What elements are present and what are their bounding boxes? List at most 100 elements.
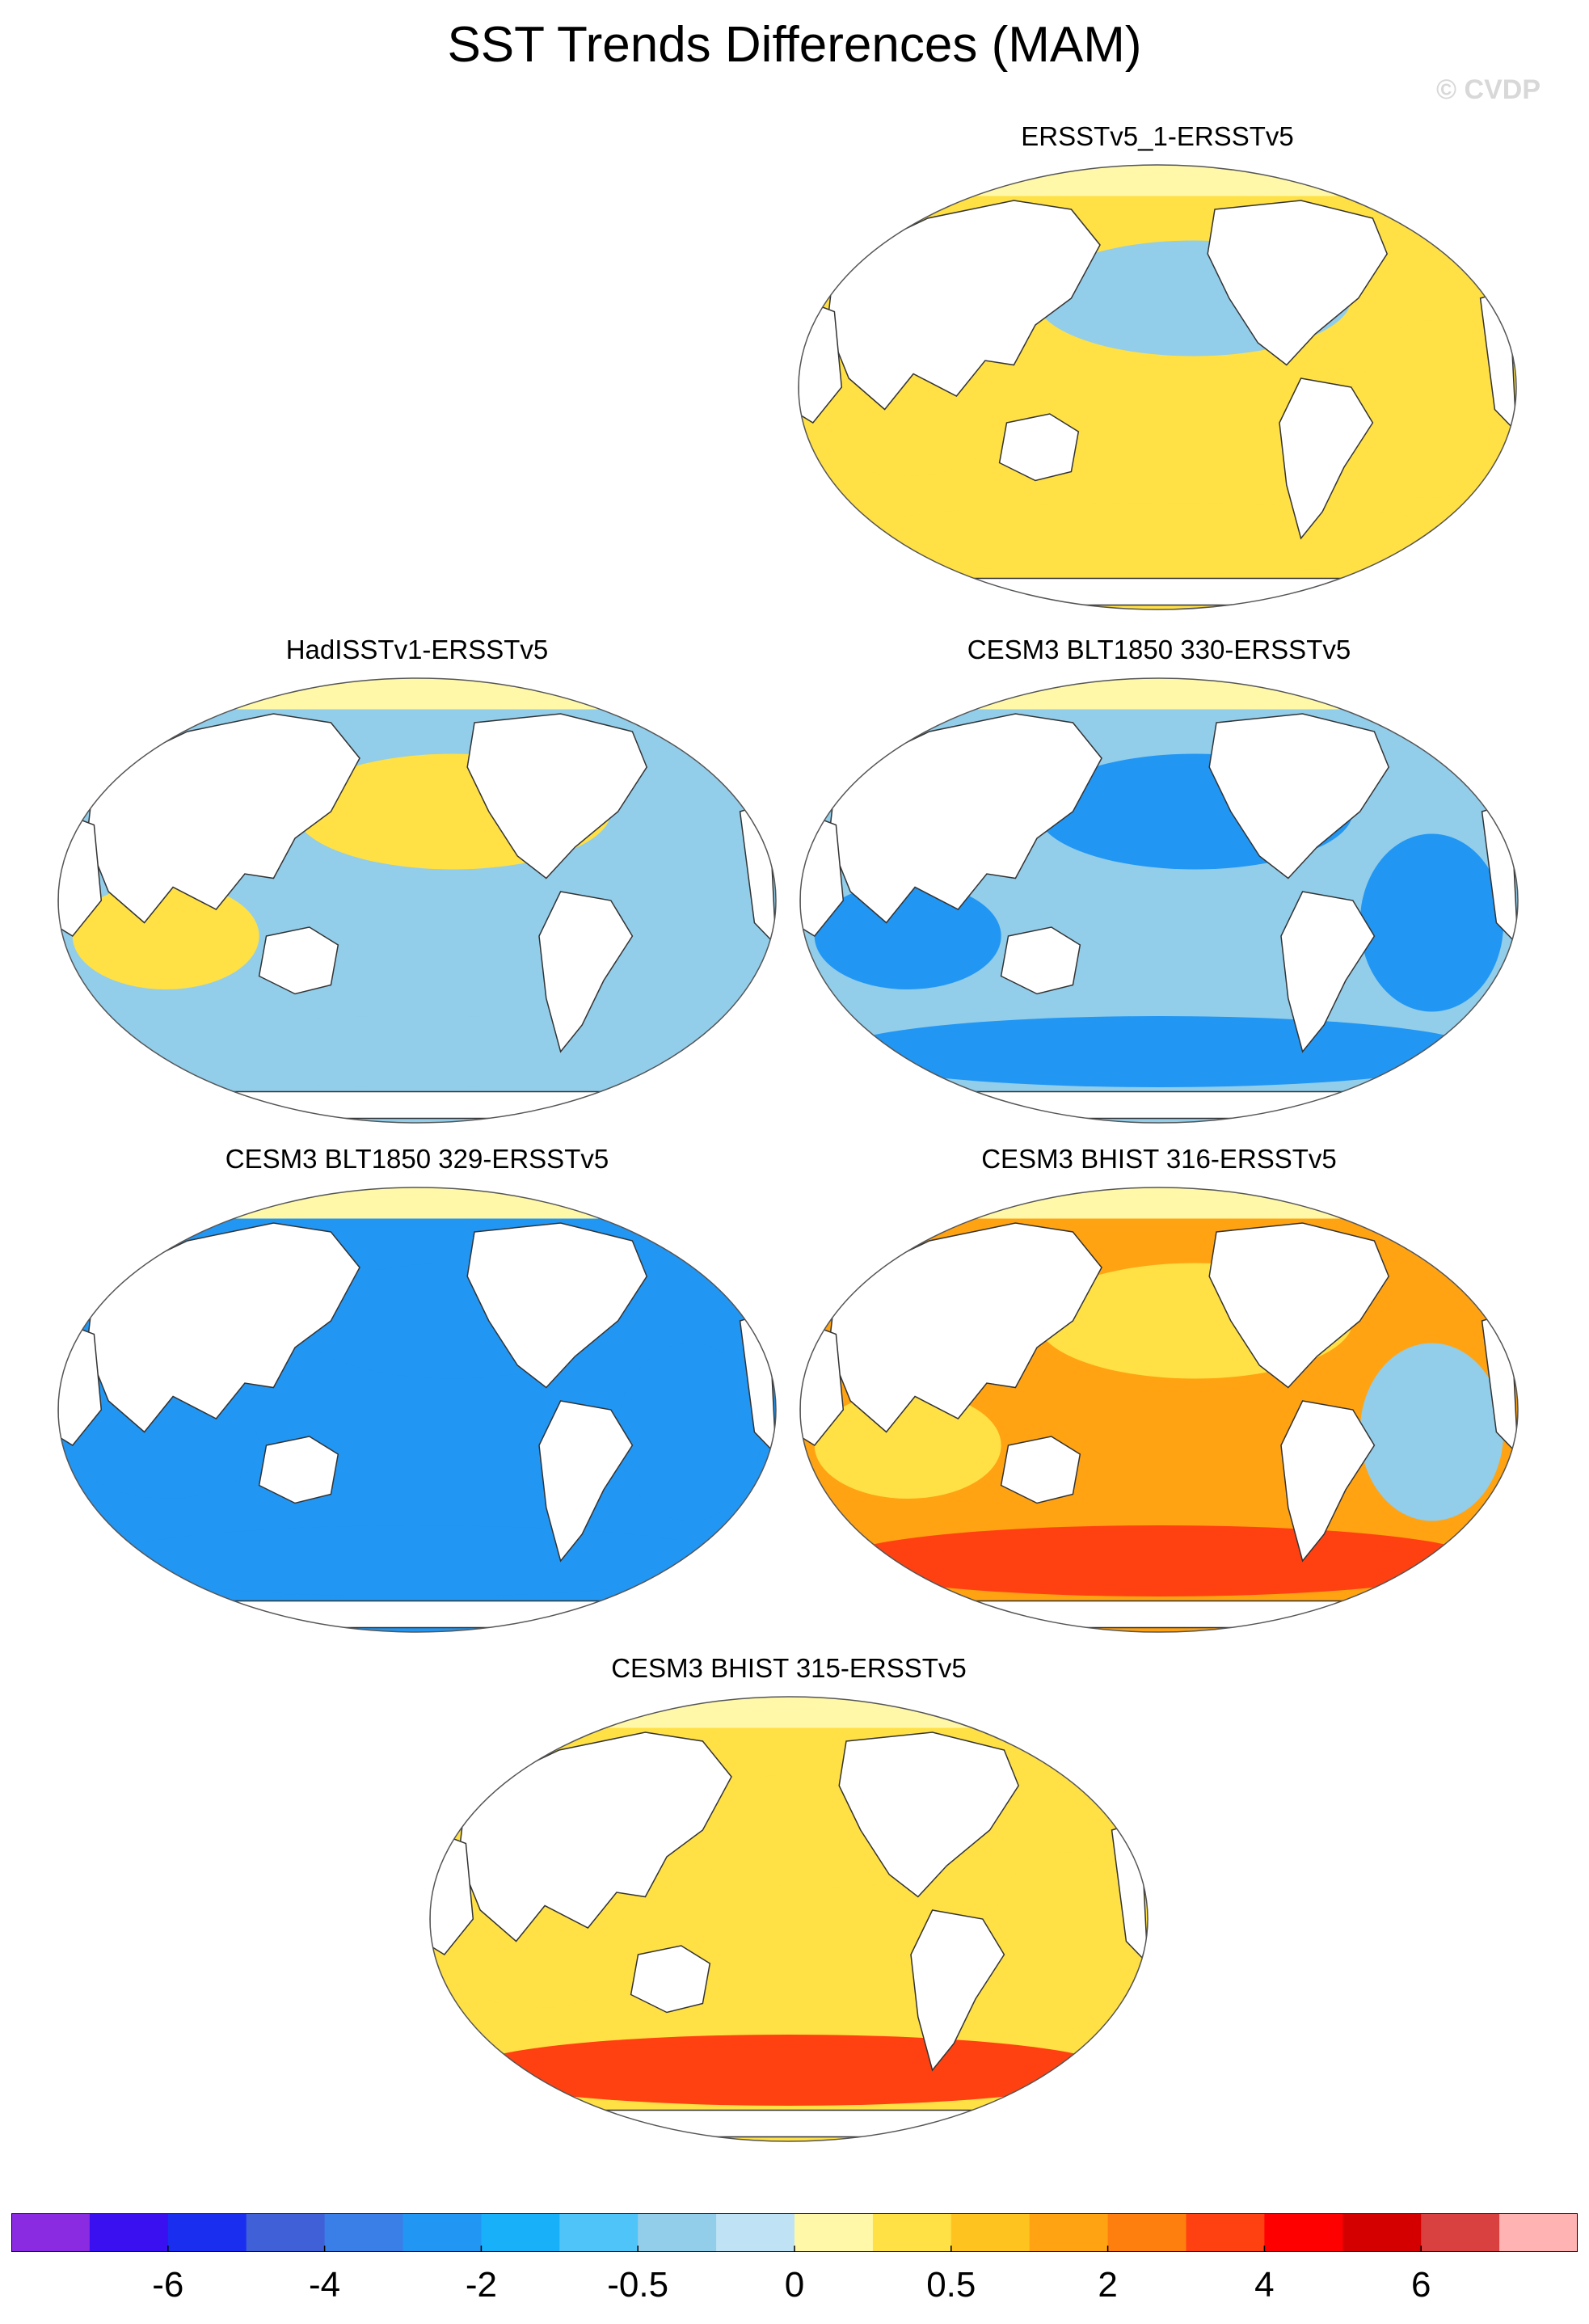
- colorbar-tick-label: 6: [1410, 2265, 1431, 2305]
- atlantic-region: [617, 833, 762, 1012]
- continent-antarctica: [942, 577, 1373, 606]
- colorbar-bin: [1107, 2213, 1186, 2252]
- panel-title: ERSSTv5_1-ERSSTv5: [1021, 121, 1294, 151]
- ocean-field: [800, 1187, 1518, 1632]
- southern-ocean-region: [836, 1525, 1482, 1596]
- continent-asia: [826, 200, 1101, 411]
- map-border: [799, 1187, 1519, 1633]
- continent-asia: [86, 713, 360, 924]
- continent-north-america: [1208, 713, 1390, 879]
- ocean-field: [58, 1187, 776, 1632]
- southern-ocean-region: [834, 503, 1481, 574]
- southern-ocean-region: [466, 2035, 1112, 2106]
- continent-australia: [998, 413, 1080, 482]
- cvdp-watermark: © CVDP: [1436, 74, 1541, 105]
- continent-antarctica: [943, 1090, 1375, 1120]
- continent-australia: [630, 1945, 711, 2014]
- continent-south-america: [1279, 377, 1374, 540]
- atlantic-region: [1359, 1343, 1504, 1521]
- continent-asia: [457, 1731, 732, 1942]
- arctic-region: [799, 165, 1516, 196]
- panel-title: CESM3 BLT1850 330-ERSSTv5: [967, 635, 1351, 664]
- map-panel-6: CESM3 BHIST 315-ERSSTv5: [422, 1653, 1156, 2170]
- panel-title: CESM3 BHIST 315-ERSSTv5: [611, 1653, 967, 1683]
- continent-south-america: [1280, 1400, 1376, 1563]
- world-map: [799, 1187, 1519, 1633]
- colorbar-bin: [638, 2213, 717, 2252]
- southern-ocean-region: [94, 1016, 740, 1087]
- colorbar-bin: [1421, 2213, 1500, 2252]
- continent-antarctica: [943, 1600, 1375, 1629]
- colorbar-bin: [1186, 2213, 1265, 2252]
- colorbar-tick-label: -0.5: [607, 2265, 669, 2305]
- southern-ocean-region: [94, 1525, 740, 1596]
- colorbar-bin: [324, 2213, 403, 2252]
- ocean-field: [800, 678, 1518, 1123]
- world-map: [429, 1696, 1149, 2142]
- indian-ocean-region: [814, 883, 1001, 989]
- continent-south-america: [538, 891, 634, 1053]
- arctic-region: [58, 678, 776, 710]
- colorbar-bin: [872, 2213, 952, 2252]
- arctic-region: [430, 1697, 1148, 1728]
- world-map: [57, 677, 777, 1124]
- colorbar-bin: [1264, 2213, 1343, 2252]
- ocean-field: [430, 1697, 1148, 2141]
- map-panel-4: CESM3 BLT1850 329-ERSSTv5: [50, 1144, 784, 1661]
- colorbar-bin: [1342, 2213, 1422, 2252]
- colorbar-bin: [716, 2213, 795, 2252]
- panel-title: HadISSTv1-ERSSTv5: [285, 635, 549, 664]
- continent-australia: [258, 926, 339, 995]
- continent-antarctica: [573, 2109, 1005, 2138]
- map-panel-5: CESM3 BHIST 316-ERSSTv5: [792, 1144, 1526, 1661]
- continent-south-america: [538, 1400, 634, 1563]
- arctic-region: [58, 1187, 776, 1219]
- colorbar-tick-label: 2: [1098, 2265, 1118, 2305]
- colorbar-tick-label: 4: [1254, 2265, 1275, 2305]
- continent-south-america: [1280, 891, 1376, 1053]
- continent-asia: [86, 1222, 360, 1433]
- atlantic-region: [1358, 320, 1503, 499]
- map-border: [429, 1696, 1149, 2142]
- continent-australia: [258, 1436, 339, 1504]
- continent-australia: [1000, 1436, 1081, 1504]
- colorbar-bin: [794, 2213, 874, 2252]
- colorbar-bin: [167, 2213, 247, 2252]
- colorbar-tick-label: 0: [784, 2265, 805, 2305]
- atlantic-region: [989, 1852, 1134, 2031]
- map-border: [57, 677, 777, 1124]
- colorbar-bin: [89, 2213, 169, 2252]
- panel-title: CESM3 BHIST 316-ERSSTv5: [981, 1144, 1337, 1174]
- continent-north-america: [466, 713, 648, 879]
- map-panel-1: ERSSTv5_1-ERSSTv5: [790, 121, 1524, 639]
- continent-australia: [1000, 926, 1081, 995]
- colorbar-bin: [481, 2213, 560, 2252]
- figure-title: SST Trends Differences (MAM): [447, 17, 1142, 73]
- continent-north-america: [1207, 200, 1389, 366]
- world-map: [799, 677, 1519, 1124]
- ocean-field: [799, 165, 1516, 609]
- continent-north-america: [1208, 1222, 1390, 1389]
- world-map: [57, 1187, 777, 1633]
- continent-north-america: [466, 1222, 648, 1389]
- colorbar-bin: [11, 2213, 91, 2252]
- colorbar-tick-label: -6: [152, 2265, 184, 2305]
- colorbar-tick-label: 0.5: [926, 2265, 976, 2305]
- indian-ocean-region: [72, 1392, 259, 1499]
- colorbar-bin: [246, 2213, 326, 2252]
- map-panel-3: CESM3 BLT1850 330-ERSSTv5: [792, 635, 1526, 1152]
- colorbar-bin: [950, 2213, 1031, 2252]
- panel-title: CESM3 BLT1850 329-ERSSTv5: [225, 1144, 609, 1174]
- map-border: [799, 677, 1519, 1124]
- arctic-region: [800, 678, 1518, 710]
- map-border: [57, 1187, 777, 1633]
- southern-ocean-region: [836, 1016, 1482, 1087]
- continent-asia: [828, 1222, 1102, 1433]
- indian-ocean-region: [444, 1901, 631, 2008]
- ocean-field: [58, 678, 776, 1123]
- indian-ocean-region: [812, 369, 1000, 476]
- colorbar-bin: [403, 2213, 482, 2252]
- continent-north-america: [838, 1731, 1020, 1898]
- colorbar-bin: [1029, 2213, 1109, 2252]
- atlantic-region: [617, 1343, 762, 1521]
